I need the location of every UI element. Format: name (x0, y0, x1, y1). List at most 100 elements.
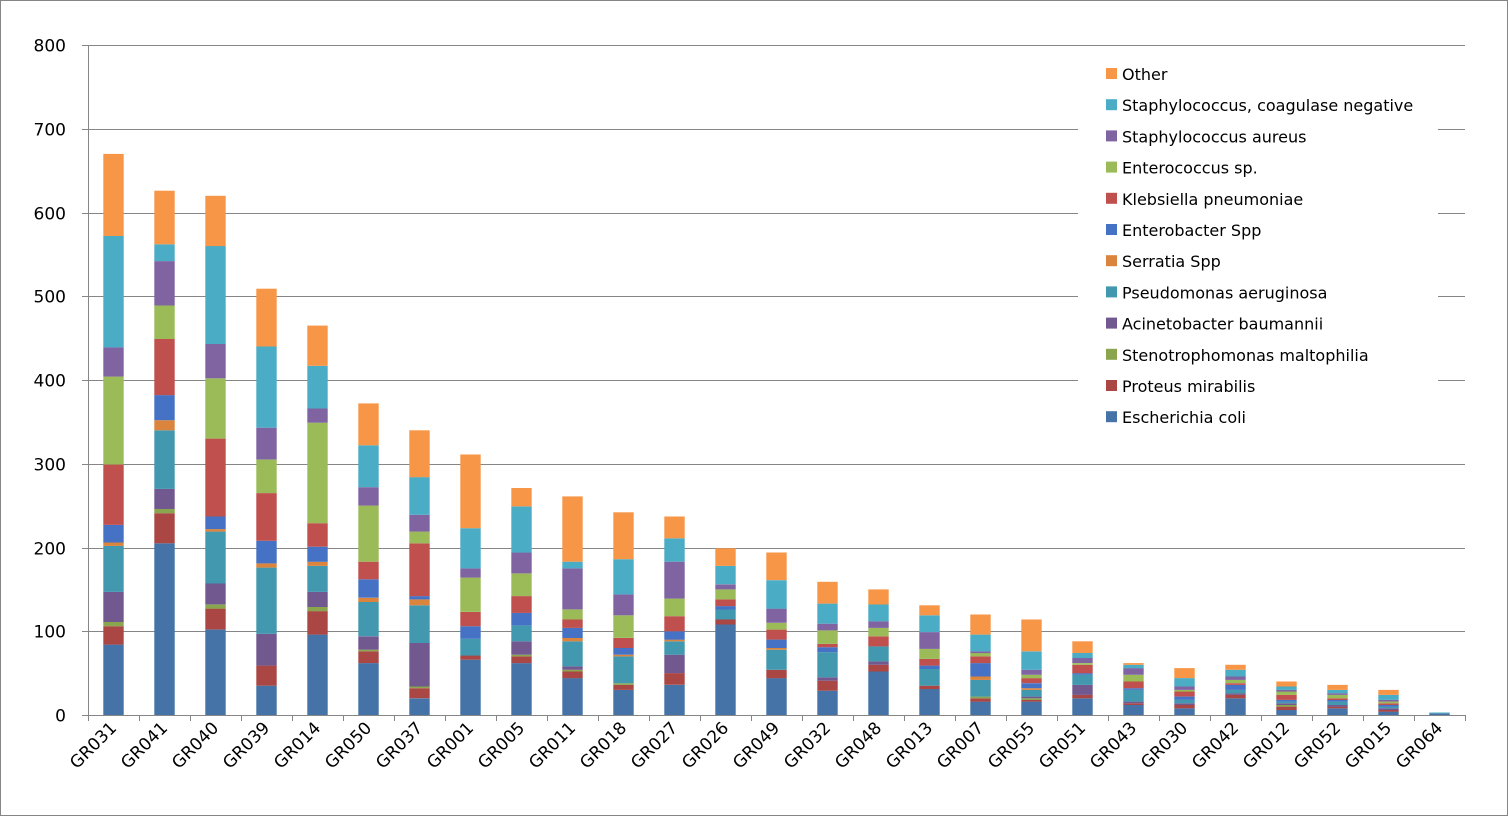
bar-segment (307, 607, 328, 612)
bar-segment (460, 638, 481, 656)
bar-segment (205, 246, 226, 344)
bar-segment (664, 538, 685, 562)
legend-swatch (1106, 192, 1117, 204)
bar-segment (358, 487, 379, 506)
bar-segment (256, 563, 277, 568)
y-tick-label: 700 (34, 121, 66, 141)
bar-segment (1021, 688, 1042, 690)
bar-segment (1225, 684, 1246, 690)
bar-segment (1327, 705, 1348, 707)
bar-segment (868, 664, 889, 672)
bar-segment (919, 665, 940, 669)
bar-segment (1021, 619, 1042, 652)
bar-segment (1276, 681, 1297, 687)
bar-segment (970, 656, 991, 664)
bar-segment (715, 624, 736, 715)
bar-segment (1174, 696, 1195, 700)
bar-segment (970, 634, 991, 652)
bar-segment (613, 684, 634, 690)
bar-segment (1378, 708, 1399, 710)
bar-segment (919, 658, 940, 666)
bar-segment (613, 689, 634, 715)
bar-segment (154, 395, 175, 421)
bar-segment (868, 589, 889, 605)
x-tick-label: GR052 (1290, 718, 1345, 773)
bar-segment (868, 661, 889, 665)
bar-segment (1123, 705, 1144, 715)
x-tick-label: GR014 (270, 718, 325, 773)
legend-item: Enterococcus sp. (1106, 159, 1258, 178)
bar-segment (103, 591, 124, 622)
bar-segment (1276, 701, 1297, 704)
bar-segment (103, 524, 124, 543)
bar-segment (1327, 706, 1348, 709)
x-tick-label: GR043 (1086, 718, 1141, 773)
bar-segment (1021, 678, 1042, 684)
bar-segment (1123, 689, 1144, 702)
legend-swatch (1106, 68, 1117, 79)
bar-segment (613, 594, 634, 616)
bar-segment (154, 509, 175, 514)
bar-segment (817, 581, 838, 604)
bar-segment (970, 679, 991, 697)
bar-segment (205, 195, 226, 247)
bar-segment (613, 656, 634, 684)
bar-segment (919, 605, 940, 616)
bar-segment (1378, 694, 1399, 700)
bar-segment (562, 627, 583, 638)
x-tick-label: GR049 (729, 718, 784, 773)
x-tick-label: GR032 (780, 718, 835, 773)
bar-segment (511, 506, 532, 553)
bar-segment (1072, 658, 1093, 663)
bar-segment (1021, 696, 1042, 699)
bar-segment (817, 630, 838, 644)
bar-segment (562, 568, 583, 610)
bar-segment (205, 583, 226, 605)
bar-segment (562, 496, 583, 562)
legend-item: Escherichia coli (1106, 408, 1246, 427)
legend-item: Staphylococcus, coagulase negative (1106, 96, 1413, 115)
bar-segment (205, 529, 226, 532)
bar-segment (919, 615, 940, 633)
bar-segment (103, 542, 124, 546)
bar-segment (154, 305, 175, 339)
bar-segment (868, 646, 889, 662)
legend-item: Pseudomonas aeruginosa (1106, 283, 1327, 302)
bar-segment (715, 584, 736, 590)
legend-background (1078, 56, 1438, 437)
bar-segment (1429, 712, 1450, 714)
bar-segment (664, 673, 685, 685)
bar-segment (664, 516, 685, 539)
bar-segment (256, 459, 277, 494)
legend-label: Serratia Spp (1122, 252, 1221, 271)
bar-segment (307, 325, 328, 366)
bar-segment (154, 244, 175, 262)
bar-segment (409, 596, 430, 600)
legend-item: Proteus mirabilis (1106, 377, 1255, 396)
bar-segment (766, 649, 787, 670)
bar-segment (1378, 699, 1399, 702)
bar-segment (409, 477, 430, 515)
bar-segment (562, 678, 583, 715)
x-tick-labels: GR031GR041GR040GR039GR014GR050GR037GR001… (66, 718, 1447, 773)
bar-segment (817, 680, 838, 691)
bar-segment (256, 493, 277, 541)
bar-segment (358, 663, 379, 715)
bar-segment (154, 513, 175, 544)
bar-segment (1225, 679, 1246, 684)
bar-segment (154, 430, 175, 489)
bar-segment (1123, 681, 1144, 689)
x-tick-label: GR051 (1035, 718, 1090, 773)
x-tick-label: GR011 (525, 718, 580, 773)
y-tick-label: 300 (34, 456, 66, 476)
bar-segment (1072, 694, 1093, 699)
bar-segment (103, 236, 124, 348)
bar-segment (307, 422, 328, 524)
axes (82, 45, 1466, 721)
bar-segment (154, 190, 175, 245)
bar-segment (715, 589, 736, 600)
legend-item: Acinetobacter baumannii (1106, 315, 1323, 334)
bar-segment (307, 561, 328, 566)
bar-segment (919, 689, 940, 715)
bar-segment (1021, 689, 1042, 697)
